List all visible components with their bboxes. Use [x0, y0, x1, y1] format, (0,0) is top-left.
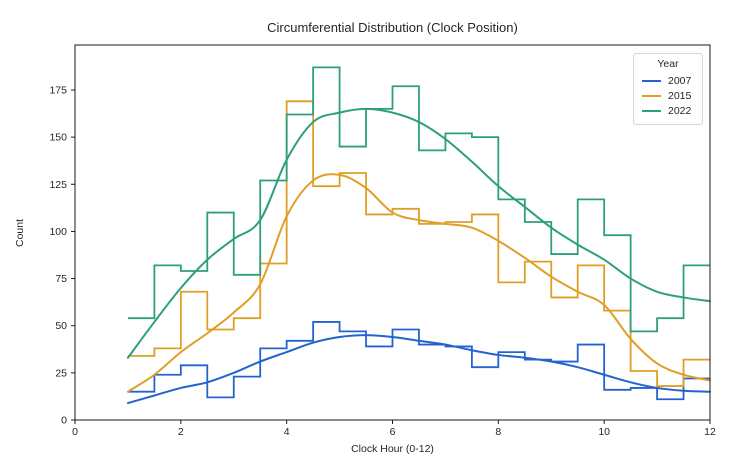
y-tick-label: 175 — [49, 85, 67, 97]
legend-item: 2022 — [642, 103, 694, 118]
data-layer — [126, 66, 711, 405]
legend: Year 2007 2015 2022 — [633, 53, 703, 125]
hist-step-line-2022 — [127, 66, 710, 333]
y-tick-label: 100 — [49, 226, 67, 238]
x-tick-label: 8 — [495, 426, 501, 438]
y-tick-label: 75 — [55, 273, 67, 285]
legend-line-icon — [642, 94, 661, 97]
x-tick-label: 6 — [390, 426, 396, 438]
legend-line-icon — [642, 109, 661, 112]
legend-label: 2007 — [668, 74, 692, 87]
x-tick-label: 10 — [598, 426, 610, 438]
kde-line-2007 — [126, 334, 711, 405]
x-axis-label: Clock Hour (0-12) — [351, 443, 434, 455]
chart-title: Circumferential Distribution (Clock Posi… — [267, 20, 518, 35]
legend-label: 2015 — [668, 89, 692, 102]
plot-frame — [74, 44, 711, 421]
x-tick-label: 12 — [704, 426, 716, 438]
y-tick-label: 150 — [49, 132, 67, 144]
y-tick-label: 50 — [55, 320, 67, 332]
hist-step-line-2015 — [127, 100, 710, 387]
hist-step-line-2007 — [127, 321, 710, 401]
axes-layer: 0 2 4 6 8 10 12 0 25 50 75 100 125 150 175 — [49, 85, 716, 439]
x-tick-label: 4 — [284, 426, 290, 438]
legend-item: 2007 — [642, 73, 694, 88]
y-tick-label: 25 — [55, 367, 67, 379]
kde-line-2022 — [126, 107, 711, 359]
x-tick-label: 0 — [72, 426, 78, 438]
legend-line-icon — [642, 79, 661, 82]
legend-label: 2022 — [668, 104, 692, 117]
y-axis-label: Count — [14, 218, 26, 247]
kde-line-2015 — [126, 173, 711, 393]
legend-item: 2015 — [642, 88, 694, 103]
legend-title: Year — [657, 58, 679, 70]
y-tick-label: 125 — [49, 179, 67, 191]
y-tick-label: 0 — [61, 415, 67, 427]
x-tick-label: 2 — [178, 426, 184, 438]
